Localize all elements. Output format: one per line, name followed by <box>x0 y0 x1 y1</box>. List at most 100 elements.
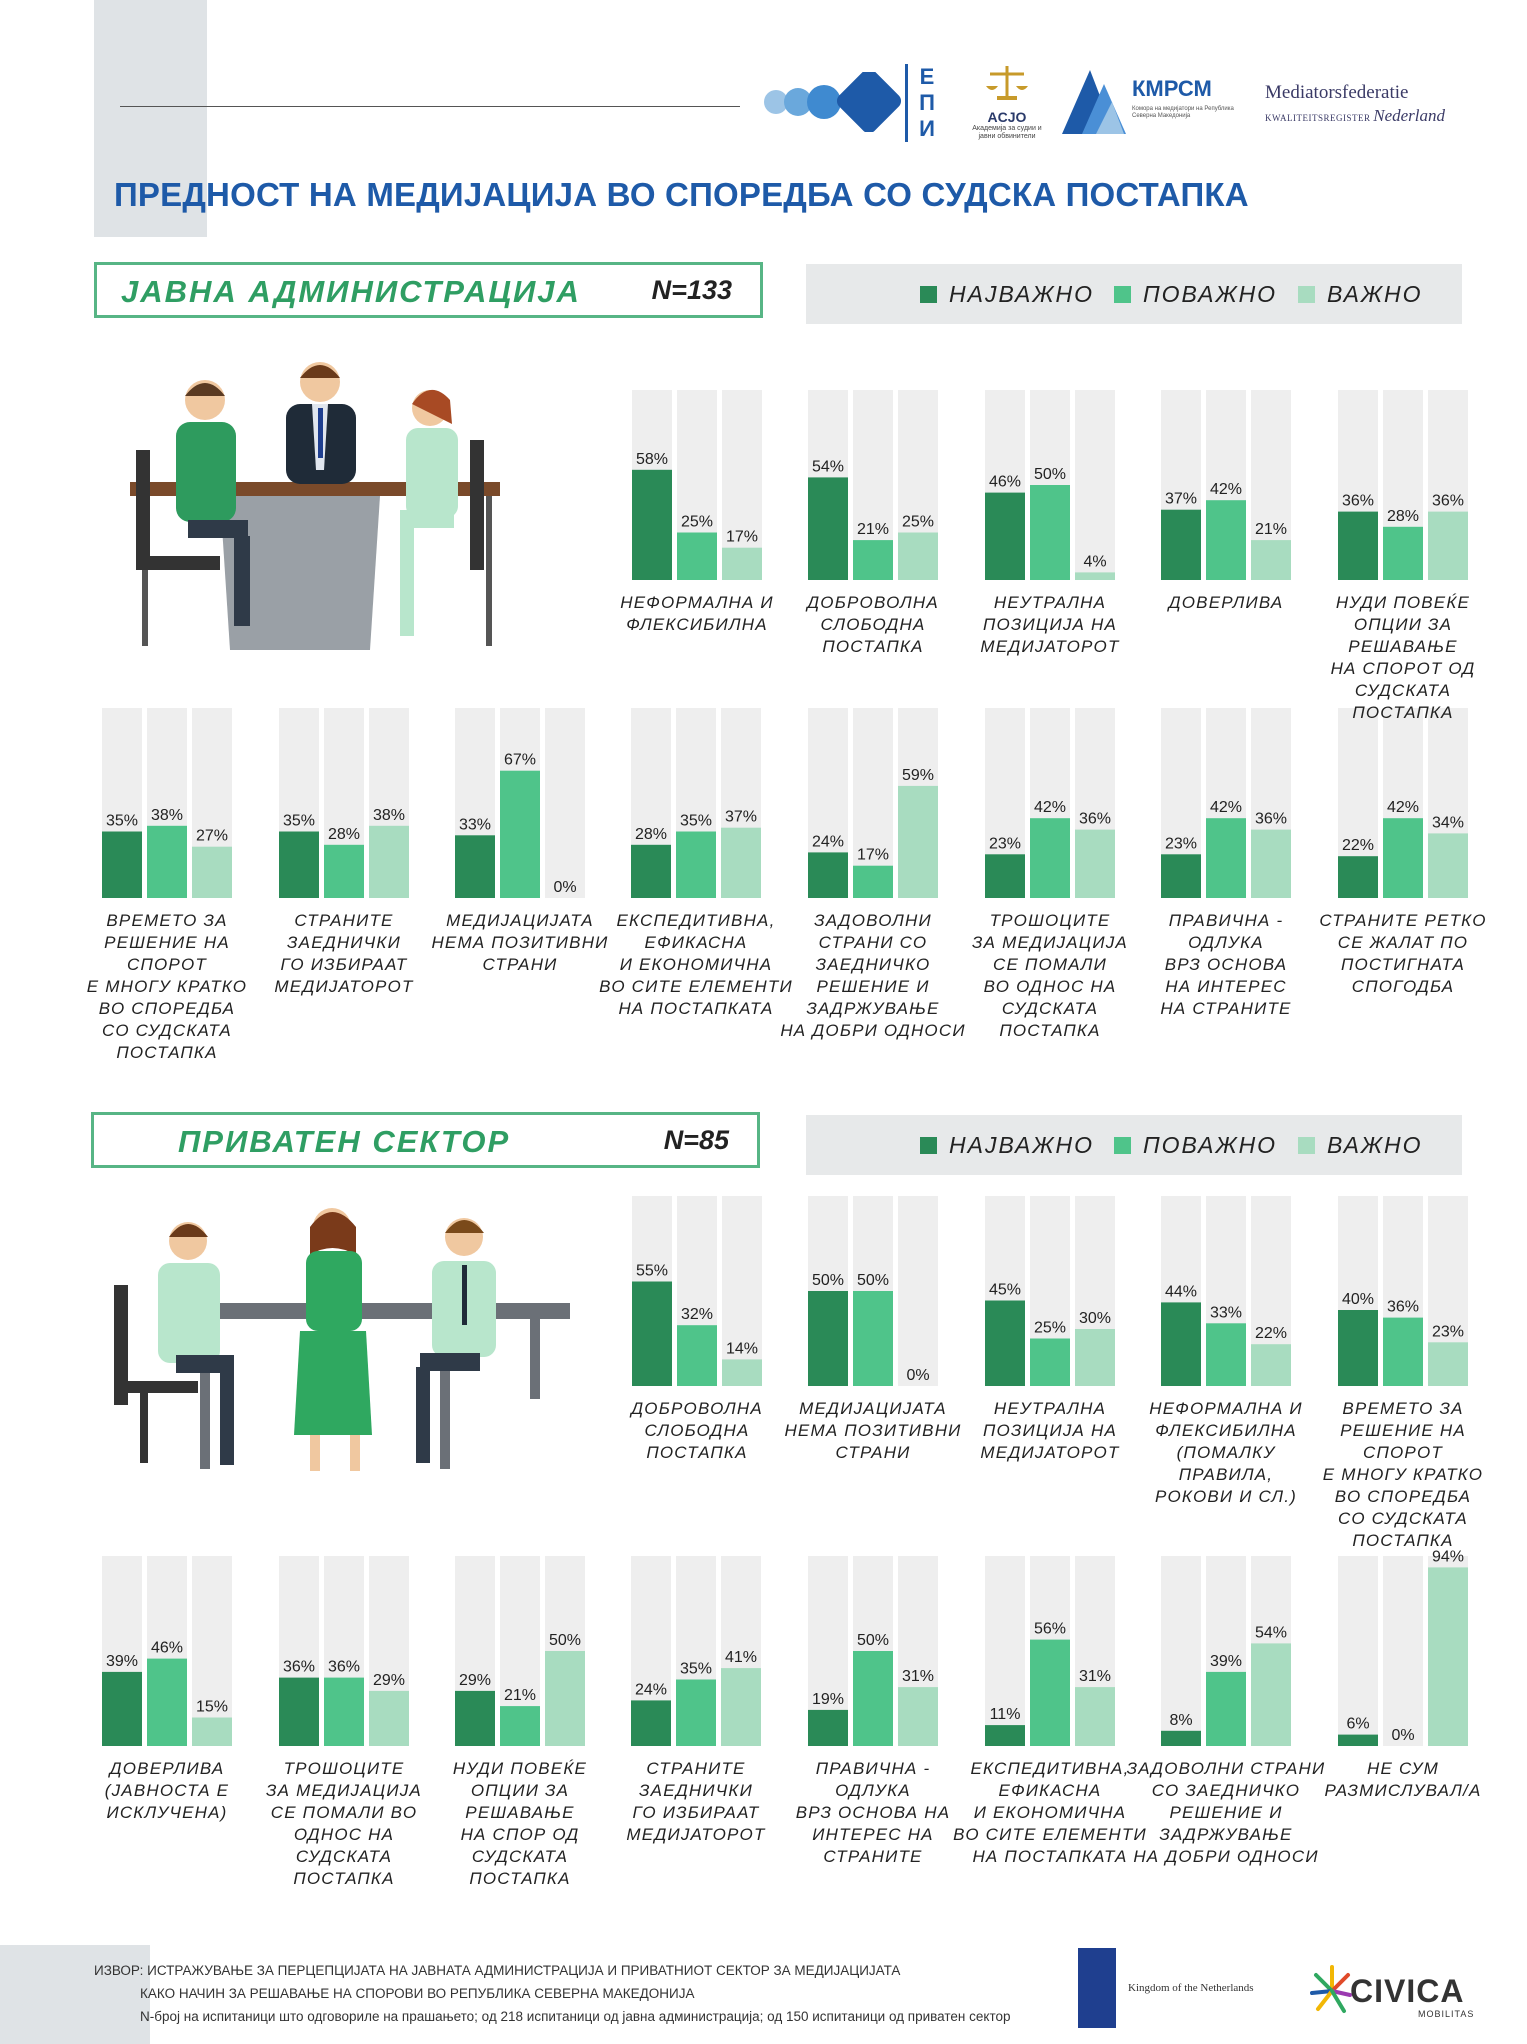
bar <box>1338 1734 1378 1746</box>
bar-track <box>192 708 232 898</box>
bar-group: 8% 39% 54% <box>1161 1556 1291 1746</box>
category-label-line: СТРАНИ СО <box>818 933 928 952</box>
category-label-line: ПОСТАПКА <box>646 1443 748 1462</box>
category-label: МЕДИЈАЦИЈАТА НЕМА ПОЗИТИВНИ СТРАНИ <box>773 1398 973 1464</box>
data-label: 39% <box>1210 1653 1242 1670</box>
bar-track <box>1383 390 1423 580</box>
category-label-line: СУДСКАТА <box>471 1847 569 1866</box>
bar-track <box>898 1556 938 1746</box>
data-label: 36% <box>1342 493 1374 510</box>
data-label: 55% <box>636 1263 668 1280</box>
bar <box>898 785 938 898</box>
bar-group: 6%0%94% <box>1338 1548 1468 1746</box>
bar-group: 39% 46% 15% <box>102 1556 232 1746</box>
data-label: 15% <box>196 1699 228 1716</box>
bar <box>676 1679 716 1746</box>
acjo-logo-text: ACJO <box>987 109 1027 125</box>
bar <box>455 1690 495 1746</box>
scales-icon <box>986 66 1028 100</box>
bar-track <box>1338 708 1378 898</box>
bar-track <box>1338 390 1378 580</box>
legend-private: НАЈВАЖНО ПОВАЖНО ВАЖНО <box>806 1115 1462 1175</box>
bar-track <box>500 708 540 898</box>
category-label-line: И ЕКОНОМИЧНА <box>619 955 773 974</box>
bar-group: 40% 36% 23% <box>1338 1196 1468 1386</box>
category-label-line: ПОСТАПКА <box>1352 1531 1454 1550</box>
category-label-line: ДОВЕРЛИВА <box>1168 593 1284 612</box>
bar <box>853 1651 893 1746</box>
civica-logo-subtitle: MOBILITAS <box>1418 2009 1475 2019</box>
section-sample-size: N=133 <box>651 275 732 305</box>
category-label: НУДИ ПОВЕЌЕ ОПЦИИ ЗА РЕШАВАЊЕ НА СПОРОТ ОД… <box>1303 592 1503 724</box>
category-label-line: РЕШЕНИЕ И <box>1169 1803 1283 1822</box>
mediatorsfederatie-logo: Mediatorsfederatie KWALITEITSREGISTER Ne… <box>1265 82 1465 126</box>
bar-track <box>1075 390 1115 580</box>
category-label-line: ЗАДОВОЛНИ СТРАНИ <box>1126 1759 1326 1778</box>
data-label: 11% <box>990 1706 1021 1723</box>
category-label-line: РЕШЕНИЕ НА СПОРОТ <box>1340 1421 1466 1462</box>
bar-track <box>985 1196 1025 1386</box>
bar <box>1251 540 1291 580</box>
data-label: 67% <box>504 752 536 769</box>
category-label-line: ВО ОДНОС НА <box>983 977 1117 996</box>
bar-track <box>1251 1556 1291 1746</box>
bar <box>147 1658 187 1746</box>
bar <box>632 469 672 580</box>
category-label-line: СО СУДСКАТА <box>1338 1509 1468 1528</box>
bar-track <box>102 708 142 898</box>
category-label-line: ПОСТАПКА <box>999 1021 1101 1040</box>
bar-group: 36% 28% 36% <box>1338 390 1468 580</box>
category-label-line: ЗАДОВОЛНИ <box>814 911 932 930</box>
bar <box>545 1651 585 1746</box>
category-label-line: МЕДИЈАТОРОТ <box>274 977 414 996</box>
legend-item-most: НАЈВАЖНО <box>920 1132 1094 1159</box>
epi-logo-text: ЕПИ <box>905 64 940 142</box>
kmpcm-logo-subtitle: Комора на медијатори на Република Северн… <box>1132 106 1234 119</box>
bar-track <box>1075 708 1115 898</box>
category-label: СТРАНИТЕ РЕТКО СЕ ЖАЛАТ ПО ПОСТИГНАТА СПОГО… <box>1303 910 1503 998</box>
bar <box>631 1700 671 1746</box>
category-label: ВРЕМЕТО ЗА РЕШЕНИЕ НА СПОРОТ Е МНОГУ КРАТК… <box>1303 1398 1503 1552</box>
bar <box>1251 1643 1291 1746</box>
data-label: 36% <box>328 1659 360 1676</box>
bar-group: 33% 67% 0% <box>455 708 585 898</box>
category-label-line: СТРАНИТЕ <box>294 911 394 930</box>
data-label: 25% <box>902 514 934 531</box>
bar <box>102 831 142 898</box>
acjo-logo-subtitle: Академија за судии и јавни обвинители <box>972 125 1042 140</box>
data-label: 31% <box>1079 1668 1111 1685</box>
data-label: 41% <box>725 1649 757 1666</box>
category-label-line: (ЈАВНОСТА Е <box>104 1781 230 1800</box>
bar-group: 24% 35% 41% <box>631 1556 761 1746</box>
mf-logo-country: Nederland <box>1373 106 1446 125</box>
bar-group: 44% 33% 22% <box>1161 1196 1291 1386</box>
category-label: ЕКСПЕДИТИВНА, ЕФИКАСНА И ЕКОНОМИЧНА ВО СИТЕ… <box>950 1758 1150 1868</box>
legend-swatch-more <box>1114 286 1131 303</box>
category-label: МЕДИЈАЦИЈАТА НЕМА ПОЗИТИВНИ СТРАНИ <box>420 910 620 976</box>
bar-group: 11% 56% 31% <box>985 1556 1115 1746</box>
bar-group: 45% 25% 30% <box>985 1196 1115 1386</box>
category-label-line: СЕ ПОМАЛИ <box>993 955 1107 974</box>
legend-swatch-important <box>1298 286 1315 303</box>
data-label: 17% <box>857 847 889 864</box>
bar-track <box>545 1556 585 1746</box>
category-label-line: СТРАНИТЕ <box>823 1847 923 1866</box>
category-label: ВРЕМЕТО ЗА РЕШЕНИЕ НА СПОРОТ Е МНОГУ КРАТК… <box>67 910 267 1064</box>
bar-track <box>853 1196 893 1386</box>
bar-track <box>1383 708 1423 898</box>
category-label-line: ЕФИКАСНА <box>644 933 748 952</box>
bar-track <box>1161 1196 1201 1386</box>
data-label: 30% <box>1079 1310 1111 1327</box>
category-label-line: ГО ИЗБИРААТ <box>632 1803 760 1822</box>
civica-logo: CIVICA MOBILITAS <box>1310 1945 1473 2035</box>
category-label-line: ФЛЕКСИБИЛНА <box>626 615 768 634</box>
category-label-line: ВО СПОРЕДБА <box>98 999 236 1018</box>
category-label-line: МЕДИЈАЦИЈАТА <box>446 911 594 930</box>
category-label-line: ПРАВИЧНА - <box>1168 911 1284 930</box>
category-label-line: РЕШЕНИЕ НА СПОРОТ <box>104 933 230 974</box>
category-label-line: ОДЛУКА <box>835 1781 911 1800</box>
category-label-line: ЗА МЕДИЈАЦИЈА <box>972 933 1128 952</box>
category-label: ДОВЕРЛИВА <box>1126 592 1326 614</box>
category-label-line: ЗАЕДНИЧКИ <box>287 933 401 952</box>
bar-track <box>147 708 187 898</box>
